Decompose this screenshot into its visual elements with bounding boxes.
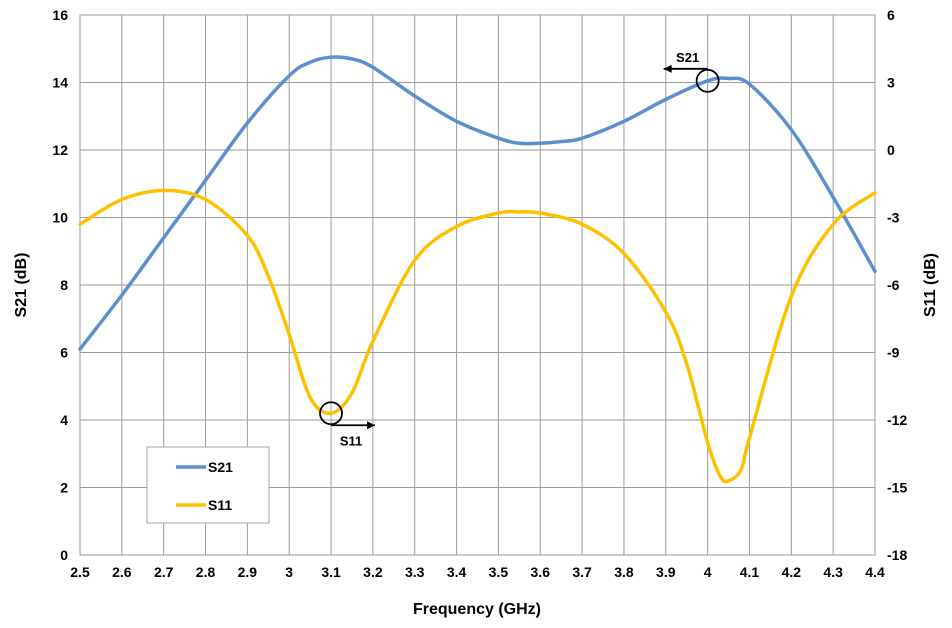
y2-tick-label: -12 [887, 412, 907, 428]
x-tick-label: 4.1 [740, 564, 760, 580]
y-axis-title: S21 (dB) [13, 253, 30, 318]
annotation-circle-s11 [319, 401, 343, 426]
annotation-layer: S21 S11 [319, 50, 720, 448]
x-tick-label: 3.5 [489, 564, 509, 580]
x-tick-label: 3.7 [572, 564, 592, 580]
y-tick-label: 16 [52, 7, 68, 23]
legend-label-s21: S21 [208, 459, 233, 475]
y2-tick-label: -9 [887, 345, 900, 361]
y-tick-label: 10 [52, 210, 68, 226]
y2-tick-label: -15 [887, 480, 907, 496]
y2-tick-label: 0 [887, 142, 895, 158]
y-tick-label: 14 [52, 75, 68, 91]
x-tick-label: 2.8 [196, 564, 216, 580]
annotation-arrowhead-s21 [663, 64, 672, 73]
x-tick-label: 4.2 [782, 564, 802, 580]
annotation-label-s21: S21 [676, 50, 699, 65]
y-tick-label: 6 [60, 345, 68, 361]
series-layer [78, 55, 877, 484]
horizontal-gridlines [80, 14, 875, 556]
y2-tick-label: -6 [887, 277, 900, 293]
annotation-label-s11: S11 [340, 433, 362, 448]
x-axis-title: Frequency (GHz) [413, 601, 541, 618]
x-tick-label: 2.6 [112, 564, 132, 580]
x-tick-label: 4 [704, 564, 712, 580]
x-tick-label: 3.6 [531, 564, 551, 580]
x-tick-label: 3.4 [447, 564, 467, 580]
x-tick-label: 4.3 [823, 564, 843, 580]
y-tick-label: 12 [52, 142, 68, 158]
legend-label-s11: S11 [208, 497, 232, 513]
x-tick-label: 2.7 [154, 564, 174, 580]
y-tick-label: 8 [60, 277, 68, 293]
legend: S21 S11 [146, 446, 270, 524]
y-tick-label: 2 [60, 480, 68, 496]
x-tick-label: 2.5 [70, 564, 90, 580]
annotation-circle-s21 [695, 68, 720, 93]
series-line-s21 [78, 55, 877, 351]
x-tick-label: 3 [285, 564, 293, 580]
y2-tick-label: 3 [887, 75, 895, 91]
series-line-s11 [78, 188, 877, 484]
x-tick-label: 2.9 [238, 564, 258, 580]
x-tick-label: 3.2 [363, 564, 383, 580]
y2-tick-labels: -18 -15 -12 -9 -6 -3 0 3 6 [887, 7, 907, 563]
y-tick-label: 4 [60, 412, 68, 428]
x-tick-label: 3.1 [321, 564, 341, 580]
x-tick-label: 4.4 [865, 564, 885, 580]
legend-box [146, 446, 270, 524]
x-tick-label: 3.8 [614, 564, 634, 580]
x-tick-label: 3.9 [656, 564, 676, 580]
x-tick-labels: 2.5 2.6 2.7 2.8 2.9 3 3.1 3.2 3.3 3.4 3.5 3.6 3.7 3.8… [70, 564, 885, 580]
y2-tick-label: -3 [887, 210, 900, 226]
y2-axis-title: S11 (dB) [922, 253, 939, 317]
y-tick-label: 0 [60, 547, 68, 563]
annotation-arrowhead-s11 [367, 421, 376, 430]
y2-tick-label: 6 [887, 7, 895, 23]
x-tick-label: 3.3 [405, 564, 425, 580]
y-tick-labels: 0 2 4 6 8 10 12 14 16 [52, 7, 68, 563]
y2-tick-label: -18 [887, 547, 907, 563]
